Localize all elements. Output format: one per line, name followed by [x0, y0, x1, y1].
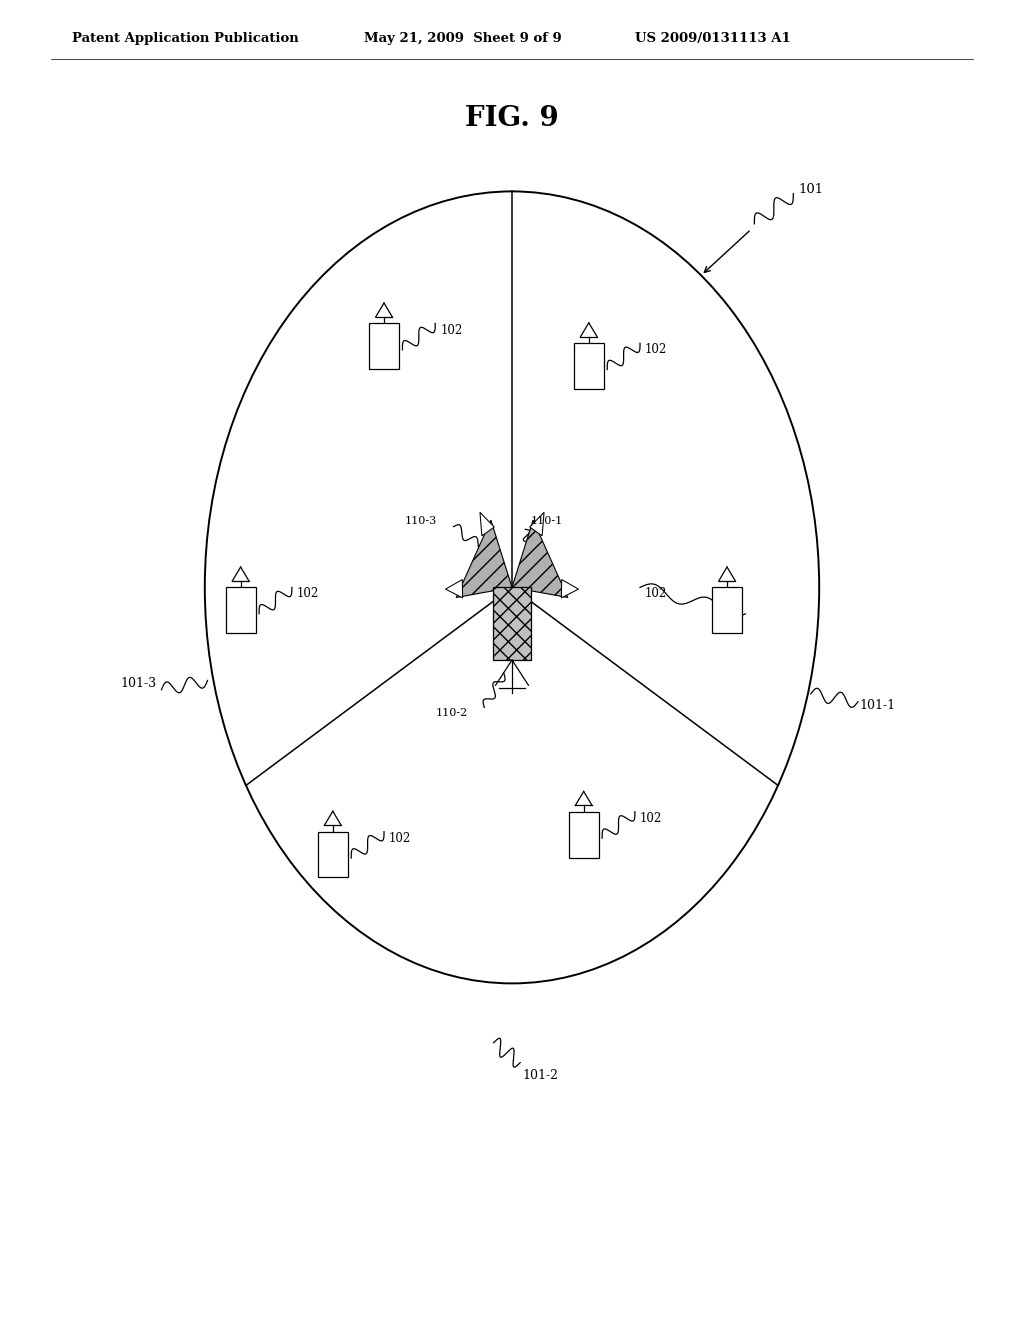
- Text: May 21, 2009  Sheet 9 of 9: May 21, 2009 Sheet 9 of 9: [364, 32, 561, 45]
- Text: 101-3: 101-3: [120, 677, 157, 689]
- Text: 110-3: 110-3: [404, 516, 436, 527]
- Text: 110-2: 110-2: [435, 708, 467, 718]
- Text: 102: 102: [297, 587, 319, 601]
- Text: 110-1: 110-1: [530, 516, 562, 527]
- Polygon shape: [512, 520, 567, 598]
- Bar: [712, 587, 742, 634]
- Text: 102: 102: [440, 323, 463, 337]
- Bar: [369, 323, 399, 370]
- Text: 102: 102: [645, 587, 668, 601]
- Text: 101-1: 101-1: [860, 700, 896, 713]
- Text: 101-2: 101-2: [522, 1069, 558, 1082]
- Bar: [568, 812, 599, 858]
- Text: 101: 101: [799, 183, 823, 197]
- Text: 102: 102: [389, 832, 412, 845]
- Polygon shape: [529, 512, 544, 536]
- Text: Patent Application Publication: Patent Application Publication: [72, 32, 298, 45]
- Text: FIG. 9: FIG. 9: [465, 106, 559, 132]
- Polygon shape: [457, 520, 512, 598]
- Bar: [493, 587, 531, 660]
- Bar: [225, 587, 256, 634]
- Text: 102: 102: [640, 812, 663, 825]
- Bar: [573, 343, 604, 389]
- Bar: [317, 832, 348, 878]
- Polygon shape: [480, 512, 495, 536]
- Text: 102: 102: [645, 343, 668, 356]
- Polygon shape: [445, 579, 463, 598]
- Polygon shape: [561, 579, 579, 598]
- Text: US 2009/0131113 A1: US 2009/0131113 A1: [635, 32, 791, 45]
